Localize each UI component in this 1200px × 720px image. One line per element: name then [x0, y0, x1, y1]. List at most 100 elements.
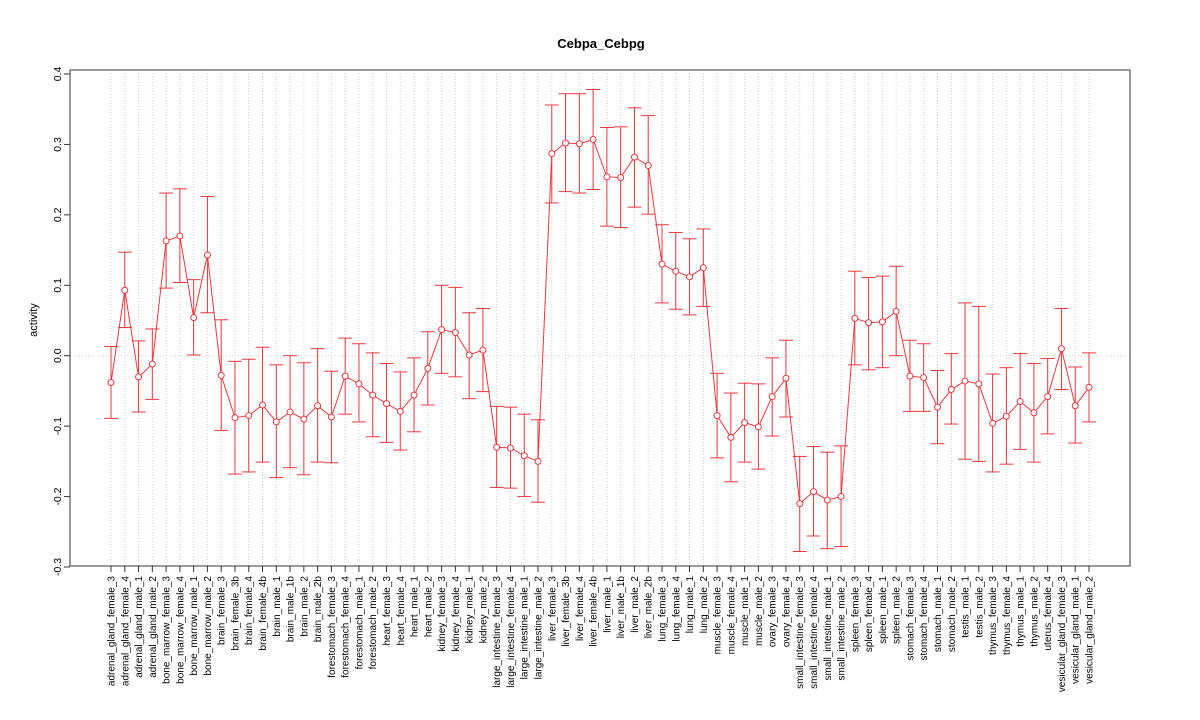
data-point — [865, 319, 873, 327]
x-tick-label: brain_female_4b — [258, 576, 269, 651]
data-point — [837, 493, 845, 501]
x-tick-label: large_intestine_male_2 — [534, 576, 545, 680]
data-point — [672, 267, 680, 275]
x-tick-label: forestomach_male_1 — [354, 576, 365, 670]
y-tick-label: -0.3 — [52, 558, 64, 576]
x-tick-label: liver_female_4b — [589, 576, 600, 647]
data-point — [438, 326, 446, 334]
x-tick-label: lung_female_3 — [657, 576, 668, 642]
x-tick-label: stomach_female_4 — [919, 576, 930, 661]
data-point — [424, 364, 432, 372]
data-point — [135, 373, 143, 381]
data-point — [396, 407, 404, 415]
x-tick-label: bone_marrow_male_2 — [203, 576, 214, 676]
data-point — [410, 391, 418, 399]
data-point — [796, 500, 804, 508]
x-tick-label: forestomach_male_2 — [368, 576, 379, 670]
x-tick-label: brain_female_4 — [244, 576, 255, 645]
data-point — [630, 153, 638, 161]
data-point — [121, 286, 129, 294]
x-tick-label: stomach_male_2 — [947, 576, 958, 653]
data-point — [148, 360, 156, 368]
x-tick-label: spleen_female_3 — [850, 576, 861, 653]
data-point — [203, 251, 211, 259]
data-point — [933, 403, 941, 411]
x-tick-label: spleen_male_2 — [892, 576, 903, 644]
data-point — [1071, 402, 1079, 410]
x-tick-label: adrenal_gland_female_3 — [107, 576, 118, 687]
data-point — [300, 415, 308, 423]
data-point — [947, 386, 955, 394]
data-point — [644, 162, 652, 170]
x-tick-label: muscle_male_2 — [754, 576, 765, 646]
data-point — [479, 346, 487, 354]
x-axis-labels: adrenal_gland_female_3 adrenal_gland_fema… — [107, 566, 1096, 692]
x-tick-label: uterus_female_4 — [1043, 576, 1054, 651]
x-tick-label: heart_male_1 — [410, 576, 421, 638]
data-point — [190, 314, 198, 322]
x-tick-label: liver_female_3b — [561, 576, 572, 647]
data-point — [1002, 412, 1010, 420]
data-point — [617, 174, 625, 182]
x-tick-label: thymus_male_1 — [1016, 576, 1027, 647]
x-tick-label: testis_male_2 — [974, 576, 985, 638]
data-point — [975, 380, 983, 388]
x-tick-label: brain_male_1b — [286, 576, 297, 643]
data-point — [355, 380, 363, 388]
data-point — [810, 488, 818, 496]
data-point — [451, 328, 459, 336]
data-point — [534, 457, 542, 465]
x-tick-label: lung_female_4 — [671, 576, 682, 642]
data-point — [1044, 393, 1052, 401]
y-tick-label: 0.3 — [52, 137, 64, 152]
data-point — [1085, 383, 1093, 391]
y-tick-label: 0.1 — [52, 278, 64, 293]
data-point — [272, 418, 280, 426]
x-tick-label: adrenal_gland_female_4 — [120, 576, 131, 687]
x-tick-label: heart_female_4 — [396, 576, 407, 646]
x-tick-label: muscle_male_1 — [740, 576, 751, 646]
x-tick-label: kidney_male_2 — [478, 576, 489, 644]
x-tick-label: thymus_male_2 — [1029, 576, 1040, 647]
data-point — [1016, 397, 1024, 405]
data-point — [589, 135, 597, 143]
data-point — [892, 307, 900, 315]
data-point — [259, 401, 267, 409]
x-tick-label: muscle_female_3 — [713, 576, 724, 655]
x-tick-label: liver_male_1b — [616, 576, 627, 639]
y-tick-label: -0.1 — [52, 417, 64, 435]
x-tick-label: liver_male_1 — [602, 576, 613, 633]
y-tick-label: 0.0 — [52, 348, 64, 363]
x-tick-label: kidney_female_4 — [451, 576, 462, 652]
data-point — [961, 377, 969, 385]
data-point — [465, 351, 473, 359]
x-tick-label: brain_female_3b — [230, 576, 241, 651]
x-tick-label: heart_female_3 — [382, 576, 393, 646]
data-point — [878, 318, 886, 326]
x-tick-label: vesicular_gland_female_3 — [1057, 576, 1068, 693]
data-point — [699, 264, 707, 272]
data-point — [314, 402, 322, 410]
y-axis-title: activity — [28, 303, 40, 337]
x-tick-label: ovary_female_3 — [768, 576, 779, 648]
x-tick-label: bone_marrow_male_1 — [189, 576, 200, 676]
data-point — [782, 374, 790, 382]
x-tick-label: testis_male_1 — [961, 576, 972, 638]
x-tick-label: large_intestine_female_3 — [492, 576, 503, 688]
data-point — [327, 413, 335, 421]
data-point — [162, 237, 170, 245]
x-tick-label: bone_marrow_female_4 — [175, 576, 186, 684]
x-tick-label: brain_male_1 — [272, 576, 283, 637]
data-point — [906, 372, 914, 380]
y-tick-label: 0.2 — [52, 207, 64, 222]
x-tick-label: spleen_male_1 — [878, 576, 889, 644]
x-tick-label: spleen_female_4 — [864, 576, 875, 653]
x-tick-label: small_intestine_male_2 — [837, 576, 848, 681]
x-tick-label: small_intestine_male_1 — [823, 576, 834, 681]
x-tick-label: large_intestine_female_4 — [506, 576, 517, 688]
x-tick-label: liver_female_4 — [575, 576, 586, 641]
y-axis: -0.3 -0.2 -0.1 0.0 0.1 0.2 0.3 0.4 — [52, 67, 70, 576]
x-tick-label: brain_male_2 — [299, 576, 310, 637]
data-point — [217, 371, 225, 379]
